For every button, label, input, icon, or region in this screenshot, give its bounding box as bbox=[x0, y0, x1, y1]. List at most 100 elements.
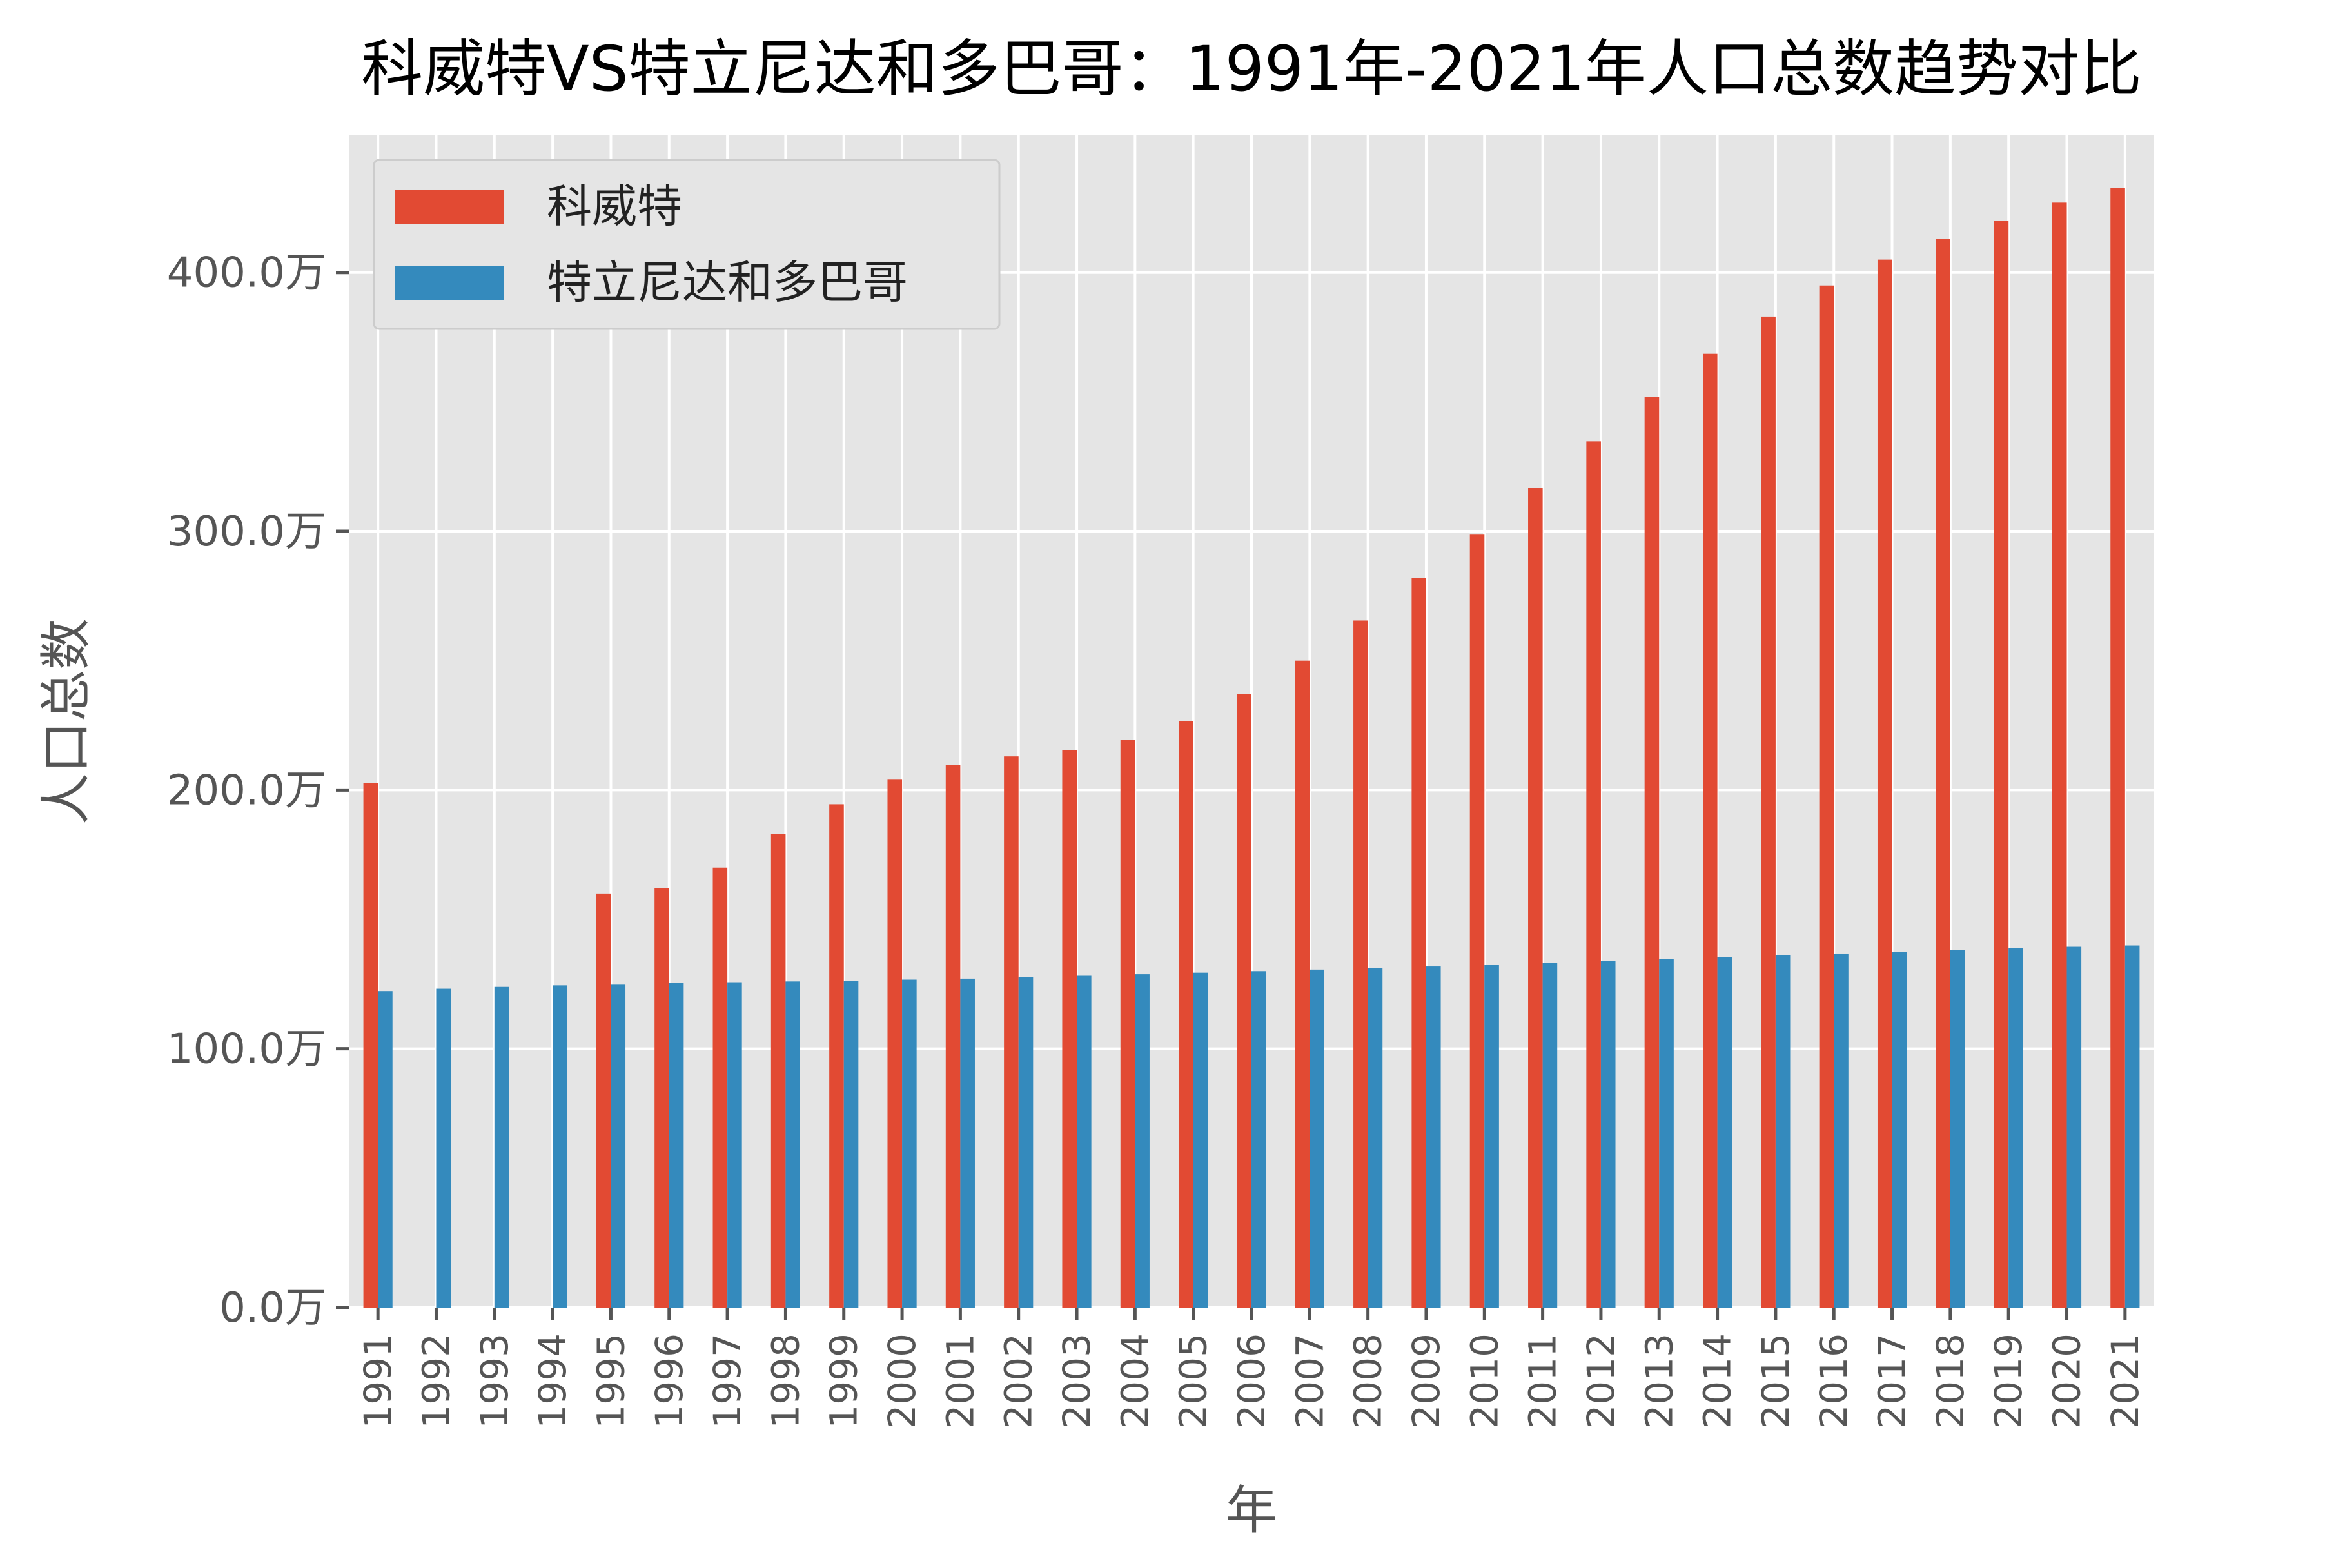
x-tick-label: 1994 bbox=[531, 1333, 574, 1429]
x-tick-label: 2017 bbox=[1870, 1333, 1914, 1429]
bar-trinidad-1999 bbox=[843, 981, 859, 1308]
bar-kuwait-2009 bbox=[1411, 578, 1426, 1308]
bar-kuwait-2021 bbox=[2110, 188, 2125, 1308]
bar-trinidad-2018 bbox=[1950, 950, 1965, 1308]
bar-trinidad-2005 bbox=[1193, 972, 1208, 1308]
x-tick-label: 2020 bbox=[2045, 1333, 2089, 1429]
bar-trinidad-1993 bbox=[494, 986, 509, 1308]
x-tick-label: 2021 bbox=[2103, 1333, 2147, 1429]
bar-trinidad-1997 bbox=[727, 982, 742, 1308]
bar-kuwait-2013 bbox=[1644, 397, 1660, 1308]
x-tick-label: 2011 bbox=[1521, 1333, 1565, 1429]
bar-trinidad-2019 bbox=[2008, 948, 2023, 1308]
x-tick-label: 1999 bbox=[822, 1333, 866, 1429]
bar-trinidad-2000 bbox=[902, 979, 917, 1308]
chart-title: 科威特VS特立尼达和多巴哥：1991年-2021年人口总数趋势对比 bbox=[361, 33, 2142, 105]
bar-kuwait-2008 bbox=[1353, 620, 1368, 1308]
legend-label-kuwait: 科威特 bbox=[547, 180, 682, 233]
x-tick-label: 2005 bbox=[1172, 1333, 1215, 1429]
bar-trinidad-2001 bbox=[960, 978, 975, 1308]
bar-trinidad-2010 bbox=[1484, 965, 1499, 1308]
x-tick-label: 2003 bbox=[1055, 1333, 1099, 1429]
x-tick-label: 2013 bbox=[1637, 1333, 1681, 1429]
bar-trinidad-1995 bbox=[611, 984, 626, 1308]
bar-kuwait-2011 bbox=[1528, 488, 1543, 1308]
bar-kuwait-1999 bbox=[829, 804, 844, 1308]
bar-kuwait-2020 bbox=[2052, 202, 2067, 1308]
x-tick-label: 2004 bbox=[1113, 1333, 1157, 1429]
bar-trinidad-2013 bbox=[1659, 959, 1674, 1308]
bar-kuwait-2016 bbox=[1819, 285, 1834, 1308]
bar-kuwait-2001 bbox=[945, 765, 961, 1308]
bar-kuwait-1998 bbox=[770, 834, 786, 1308]
axes: 1991 1992 1993 1994 1995 1996 1997 1998 1999 2000… bbox=[167, 250, 2147, 1429]
bar-trinidad-1998 bbox=[785, 981, 800, 1308]
x-tick-label: 1997 bbox=[705, 1333, 749, 1429]
x-tick-label: 2015 bbox=[1754, 1333, 1798, 1429]
x-tick-label: 2016 bbox=[1812, 1333, 1856, 1429]
bar-trinidad-1994 bbox=[553, 985, 567, 1308]
x-tick-label: 2001 bbox=[938, 1333, 982, 1429]
y-tick-label: 400.0万 bbox=[167, 250, 326, 297]
legend-frame bbox=[373, 159, 1001, 330]
bar-trinidad-2004 bbox=[1135, 974, 1150, 1308]
bar-trinidad-2020 bbox=[2066, 946, 2082, 1308]
bar-trinidad-1992 bbox=[436, 988, 451, 1308]
bar-trinidad-2015 bbox=[1775, 955, 1791, 1308]
bar-trinidad-2011 bbox=[1542, 963, 1558, 1308]
bar-kuwait-1991 bbox=[363, 783, 378, 1308]
bar-kuwait-2007 bbox=[1295, 660, 1310, 1308]
y-tick-label: 0.0万 bbox=[219, 1284, 326, 1332]
bar-kuwait-2012 bbox=[1586, 441, 1601, 1308]
bar-trinidad-1991 bbox=[378, 991, 393, 1308]
x-tick-label: 2012 bbox=[1579, 1333, 1623, 1429]
x-tick-label: 2000 bbox=[880, 1333, 924, 1429]
x-tick-label: 1995 bbox=[589, 1333, 633, 1429]
bar-kuwait-2019 bbox=[1994, 220, 2009, 1308]
bar-trinidad-2017 bbox=[1892, 952, 1907, 1308]
legend-swatch-trinidad bbox=[395, 266, 504, 300]
x-tick-label: 1998 bbox=[763, 1333, 807, 1429]
x-tick-label: 2007 bbox=[1288, 1333, 1331, 1429]
x-tick-label: 1993 bbox=[473, 1333, 516, 1429]
bar-kuwait-2015 bbox=[1761, 316, 1776, 1308]
y-axis-label: 人口总数 bbox=[36, 618, 96, 825]
bar-trinidad-2002 bbox=[1018, 977, 1034, 1308]
bar-kuwait-2003 bbox=[1062, 750, 1077, 1308]
bar-trinidad-2021 bbox=[2124, 945, 2140, 1308]
bar-trinidad-2016 bbox=[1834, 953, 1849, 1308]
bar-kuwait-1996 bbox=[654, 888, 669, 1308]
bar-kuwait-2018 bbox=[1936, 239, 1950, 1308]
bar-kuwait-2004 bbox=[1120, 740, 1135, 1308]
legend: 科威特 特立尼达和多巴哥 bbox=[373, 159, 1001, 330]
bar-kuwait-1997 bbox=[712, 867, 728, 1308]
bar-trinidad-1996 bbox=[669, 983, 684, 1308]
bar-trinidad-2008 bbox=[1368, 968, 1383, 1308]
bar-kuwait-1995 bbox=[596, 893, 611, 1308]
bar-trinidad-2006 bbox=[1251, 971, 1266, 1308]
bar-kuwait-2010 bbox=[1469, 534, 1485, 1308]
bar-trinidad-2009 bbox=[1426, 966, 1441, 1308]
bar-kuwait-2006 bbox=[1237, 694, 1251, 1308]
bar-kuwait-2014 bbox=[1703, 353, 1718, 1308]
y-tick-label: 200.0万 bbox=[167, 767, 326, 814]
legend-label-trinidad: 特立尼达和多巴哥 bbox=[547, 256, 908, 309]
bar-trinidad-2014 bbox=[1717, 957, 1732, 1308]
bars bbox=[363, 188, 2140, 1308]
x-tick-label: 2009 bbox=[1404, 1333, 1448, 1429]
x-tick-label: 2006 bbox=[1230, 1333, 1273, 1429]
x-tick-label: 2019 bbox=[1987, 1333, 2030, 1429]
x-tick-label: 1992 bbox=[414, 1333, 458, 1429]
bar-trinidad-2003 bbox=[1077, 975, 1092, 1308]
y-tick-label: 100.0万 bbox=[167, 1026, 326, 1073]
legend-swatch-kuwait bbox=[395, 190, 504, 224]
y-tick-label: 300.0万 bbox=[167, 508, 326, 556]
bar-trinidad-2007 bbox=[1310, 969, 1324, 1308]
bar-trinidad-2012 bbox=[1600, 961, 1616, 1308]
bar-kuwait-2000 bbox=[887, 779, 903, 1308]
bar-kuwait-2005 bbox=[1179, 721, 1193, 1308]
x-tick-label: 2010 bbox=[1462, 1333, 1506, 1429]
x-tick-label: 1991 bbox=[356, 1333, 400, 1429]
x-tick-label: 2008 bbox=[1346, 1333, 1390, 1429]
